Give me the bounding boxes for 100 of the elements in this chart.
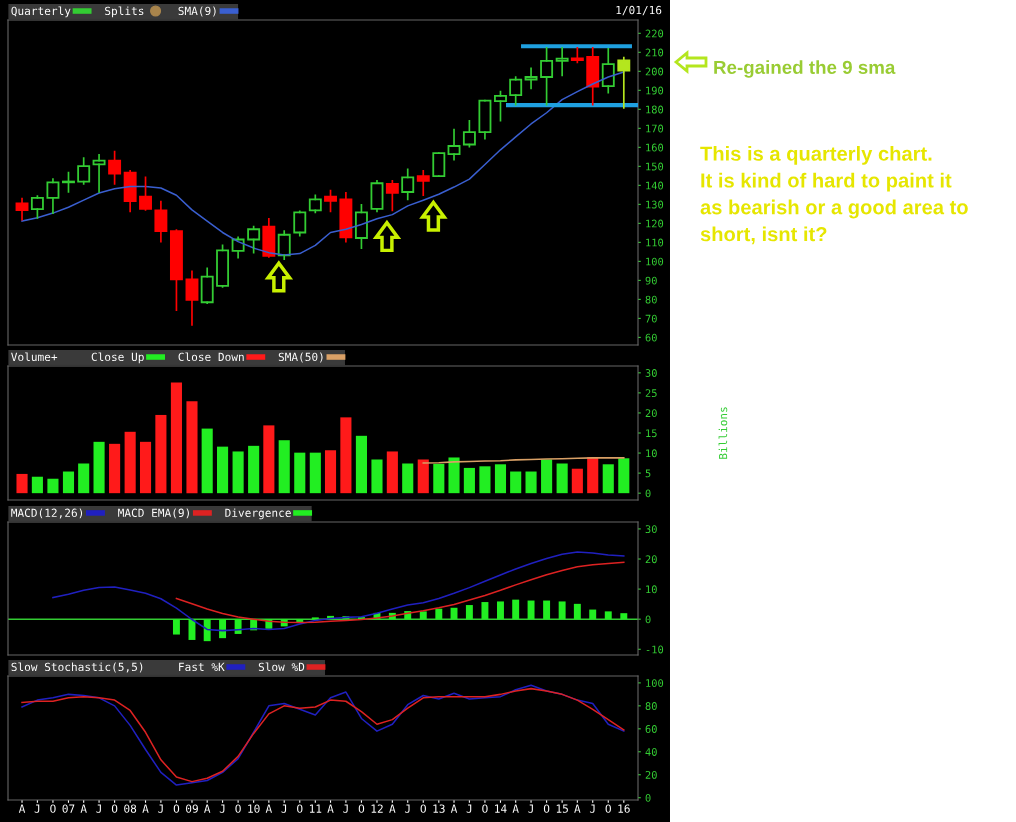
legend-label: MACD EMA(9) [118, 508, 189, 519]
x-tick-label: A [450, 804, 458, 813]
y-axis-title: Billions [718, 407, 728, 459]
y-tick-label: 150 [646, 162, 664, 171]
candlestick [555, 47, 569, 77]
bar [558, 601, 566, 620]
x-tick-label: 07 [62, 804, 75, 813]
y-tick-label: 30 [645, 369, 657, 377]
bar [543, 600, 551, 620]
candlestick [617, 56, 631, 109]
bar [571, 468, 583, 494]
bar [155, 414, 167, 494]
bar [93, 441, 105, 494]
y-tick-label: 190 [646, 86, 664, 95]
candlestick [524, 67, 538, 90]
x-tick-label: J [466, 804, 472, 813]
bar [371, 459, 383, 494]
bar [541, 459, 553, 494]
bar [78, 463, 90, 494]
candlestick [447, 128, 461, 161]
y-tick-label: 110 [646, 238, 664, 247]
x-tick-label: J [528, 804, 533, 813]
y-tick-label: 80 [645, 702, 657, 710]
y-tick-label: 210 [645, 48, 664, 57]
bar [219, 619, 227, 639]
text: Re-gained the 9 sma [714, 60, 896, 78]
bar [618, 458, 630, 494]
bar [386, 451, 398, 494]
legend-label: Divergence [225, 508, 291, 520]
x-tick-label: O [482, 804, 488, 813]
x-tick-label: 09 [186, 804, 198, 813]
y-tick-label: 0 [645, 793, 651, 802]
x-tick-label: J [404, 804, 410, 813]
candlestick [401, 168, 415, 201]
bar [232, 451, 244, 494]
text: 1/01/16 [616, 5, 662, 16]
candlestick [123, 170, 137, 213]
x-tick-label: O [605, 804, 611, 813]
y-tick-label: 10 [646, 449, 657, 458]
bar [47, 478, 59, 494]
legend-label: SMA(9) [178, 6, 216, 17]
bar [604, 611, 612, 620]
y-tick-label: 130 [646, 200, 664, 209]
bar [602, 464, 614, 494]
x-tick-label: 10 [248, 804, 260, 813]
bar [170, 382, 182, 494]
candlestick [586, 47, 600, 106]
legend-label: MACD(12,26) [11, 508, 83, 519]
x-tick-label: O [235, 804, 241, 813]
y-tick-label: 30 [645, 525, 657, 534]
candlestick [308, 194, 322, 214]
y-tick-label: 25 [645, 389, 657, 398]
x-tick-label: 08 [124, 804, 137, 813]
candlestick [370, 179, 384, 213]
y-tick-label: 0 [645, 615, 651, 624]
x-tick-label: A [204, 804, 211, 813]
x-tick-label: A [512, 804, 519, 813]
bar [31, 476, 43, 494]
x-tick-label: O [358, 804, 365, 813]
bar [417, 459, 429, 494]
bar [556, 463, 568, 494]
x-tick-label: A [18, 804, 26, 813]
bar [278, 440, 290, 494]
candlestick [154, 200, 168, 243]
line-series [52, 551, 625, 632]
candlestick [185, 270, 199, 326]
candlestick [509, 76, 523, 106]
x-tick-label: O [111, 804, 118, 813]
y-tick-label: 100 [646, 257, 664, 266]
y-tick-label: 140 [646, 181, 664, 190]
candlestick [416, 170, 430, 197]
bar [217, 446, 229, 494]
bar [512, 599, 520, 620]
legend-label: SMA(50) [278, 352, 323, 363]
x-tick-label: A [80, 804, 87, 813]
bar [340, 417, 352, 494]
bar [324, 450, 337, 494]
bar [589, 609, 597, 620]
bar [465, 605, 473, 620]
x-tick-label: J [281, 804, 287, 813]
candlestick [540, 47, 554, 106]
bar [172, 619, 180, 635]
bar [573, 603, 581, 620]
y-tick-label: 60 [645, 725, 657, 733]
y-tick-label: 10 [646, 585, 657, 594]
bar [294, 452, 306, 494]
y-tick-label: 20 [645, 409, 657, 418]
y-tick-label: 20 [645, 555, 657, 564]
bar [248, 445, 260, 494]
bar [479, 466, 491, 494]
bar [201, 428, 213, 494]
legend-title: Slow Stochastic(5,5) [11, 662, 143, 673]
bar [433, 463, 445, 494]
legend-label: Quarterly [11, 6, 71, 18]
x-tick-label: 15 [556, 804, 568, 813]
candlestick [494, 90, 507, 122]
text: This is a quarterly chart. It is kind of hard to paint it as bearish or a good area to short, isnt it? [700, 146, 968, 245]
candlestick [231, 236, 245, 259]
bar [124, 431, 136, 494]
y-tick-label: 40 [645, 748, 657, 756]
